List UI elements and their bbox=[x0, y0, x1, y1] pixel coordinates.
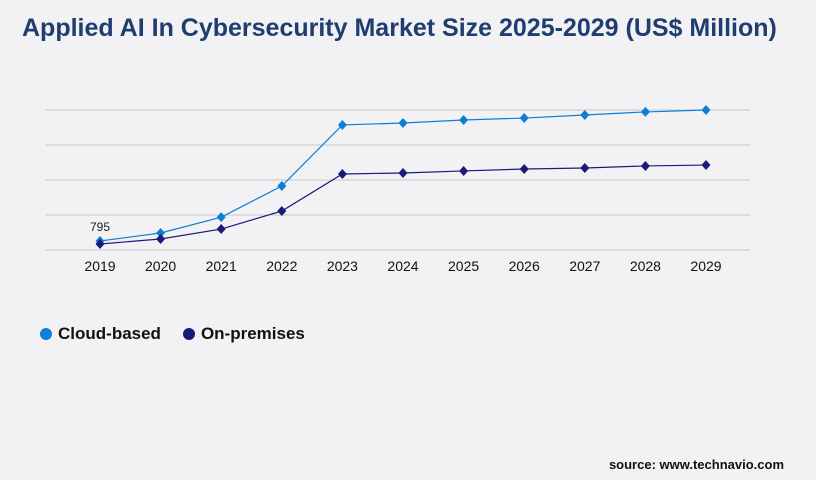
data-point bbox=[216, 212, 226, 223]
legend-item-cloud-based[interactable]: Cloud-based bbox=[40, 324, 161, 344]
data-point bbox=[701, 160, 711, 171]
data-point bbox=[277, 181, 287, 192]
data-point bbox=[519, 164, 529, 175]
data-point bbox=[398, 167, 408, 178]
x-tick-label: 2028 bbox=[630, 258, 661, 274]
x-tick-label: 2019 bbox=[84, 258, 115, 274]
data-point bbox=[459, 114, 469, 125]
x-tick-label: 2027 bbox=[569, 258, 600, 274]
data-point bbox=[95, 238, 105, 249]
data-point bbox=[216, 224, 226, 235]
data-point bbox=[580, 109, 590, 120]
x-tick-label: 2025 bbox=[448, 258, 479, 274]
legend-label: Cloud-based bbox=[58, 324, 161, 343]
data-point bbox=[277, 206, 287, 217]
data-point bbox=[398, 118, 408, 129]
x-tick-label: 2029 bbox=[690, 258, 721, 274]
data-point bbox=[640, 106, 650, 117]
x-tick-label: 2023 bbox=[327, 258, 358, 274]
data-point bbox=[156, 234, 166, 245]
legend-item-on-premises[interactable]: On-premises bbox=[182, 324, 305, 344]
data-point bbox=[640, 160, 650, 171]
chart-title: Applied AI In Cybersecurity Market Size … bbox=[22, 14, 777, 42]
legend: Cloud-based On-premises bbox=[40, 324, 305, 344]
x-tick-label: 2024 bbox=[387, 258, 418, 274]
x-tick-label: 2026 bbox=[509, 258, 540, 274]
source-text: source: www.technavio.com bbox=[608, 457, 784, 472]
data-point bbox=[580, 162, 590, 173]
cloud-based-marker-icon bbox=[40, 328, 52, 340]
x-tick-label: 2022 bbox=[266, 258, 297, 274]
x-tick-label: 2021 bbox=[206, 258, 237, 274]
x-tick-label: 2020 bbox=[145, 258, 176, 274]
data-point bbox=[701, 105, 711, 115]
data-point bbox=[459, 165, 469, 176]
data-point bbox=[156, 228, 166, 239]
on-premises-marker-icon bbox=[182, 328, 195, 340]
data-point bbox=[337, 168, 347, 179]
data-label: 795 bbox=[90, 220, 110, 234]
data-point bbox=[519, 113, 529, 124]
line-chart: 2019 2020 2021 2022 2023 2024 2025 2026 2027 2028… bbox=[45, 105, 750, 274]
legend-label: On-premises bbox=[200, 324, 305, 343]
data-point bbox=[337, 119, 347, 130]
